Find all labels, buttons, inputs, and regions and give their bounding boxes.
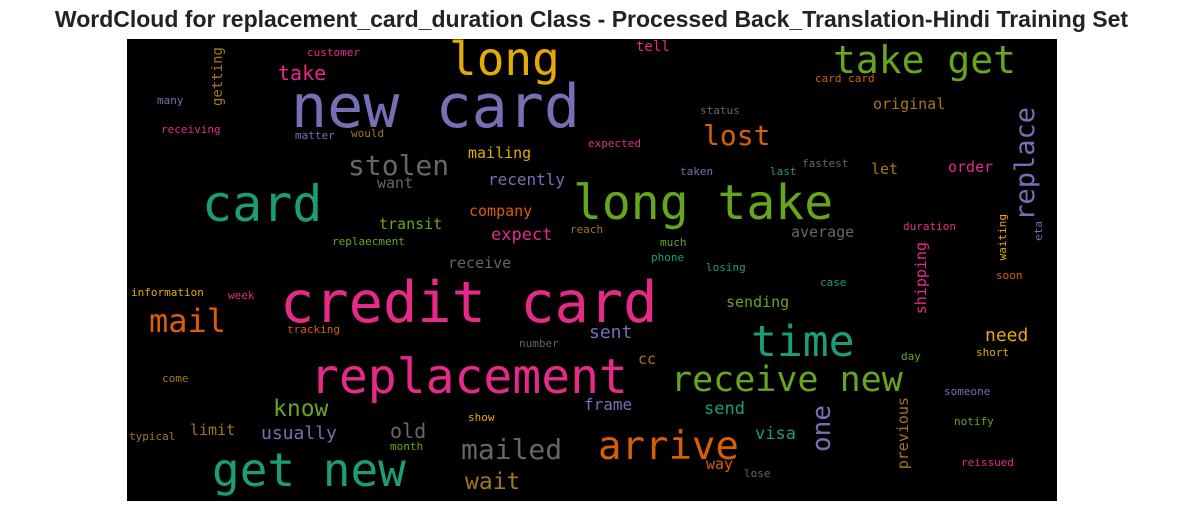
word-new-card: new card [291,72,580,142]
word-want: want [377,174,414,192]
word-replacement: replacement [310,349,628,405]
word-mailing: mailing [468,144,532,162]
word-waiting: waiting [996,214,1009,261]
word-credit-card: credit card [280,270,658,336]
word-average: average [791,223,855,241]
word-customer: customer [307,46,360,59]
word-number: number [519,337,559,350]
word-shipping: shipping [912,242,930,315]
word-getting: getting [210,47,226,107]
word-take: take [278,61,327,85]
word-matter: matter [295,129,335,142]
word-tell: tell [636,39,670,55]
word-mailed: mailed [461,433,563,466]
word-card: card [202,175,323,233]
word-need: need [985,325,1029,346]
word-losing: losing [706,261,746,274]
word-expect: expect [491,225,553,245]
word-old: old [390,419,427,443]
word-replaecment: replaecment [332,235,405,248]
word-mail: mail [149,302,227,340]
word-reissued: reissued [961,456,1014,469]
word-come: come [162,372,189,385]
word-order: order [948,158,994,176]
word-limit: limit [190,421,236,439]
word-expected: expected [588,137,641,150]
word-company: company [469,202,533,220]
word-long-take: long take [573,175,834,231]
word-last: last [770,165,797,178]
word-eta: eta [1032,221,1045,241]
word-case: case [820,276,847,289]
word-transit: transit [379,215,443,233]
word-time: time [751,317,855,367]
word-information: information [131,286,204,299]
word-usually: usually [261,423,337,444]
word-short: short [976,346,1010,359]
word-duration: duration [903,220,956,233]
word-frame: frame [584,395,633,414]
word-wait: wait [465,469,521,495]
word-receive-new: receive new [671,360,903,400]
word-receiving: receiving [161,123,221,136]
word-previous: previous [894,397,912,470]
word-many: many [157,94,184,107]
word-one: one [807,405,837,452]
word-lost: lost [703,119,771,152]
word-taken: taken [680,165,714,178]
word-lose: lose [744,467,771,480]
word-show: show [468,411,495,424]
word-original: original [873,95,946,113]
word-would: would [351,127,385,140]
word-fastest: fastest [802,157,849,170]
word-get-new: get new [212,443,406,497]
word-sending: sending [726,293,790,311]
word-recently: recently [488,170,566,189]
word-cc: cc [638,350,657,368]
word-reach: reach [570,223,604,236]
word-arrive: arrive [598,424,739,469]
word-send: send [704,399,745,419]
word-long: long [449,39,560,86]
word-visa: visa [755,424,796,444]
word-cloud: credit card new card replacement long ta… [127,39,1057,501]
word-let: let [871,160,899,178]
word-month: month [390,440,424,453]
word-typical: typical [129,430,176,443]
word-day: day [901,350,921,363]
word-phone: phone [651,251,685,264]
word-tracking: tracking [287,323,340,336]
word-replace: replace [1010,107,1041,221]
word-status: status [700,104,740,117]
word-stolen: stolen [348,149,450,182]
word-week: week [228,289,255,302]
chart-title: WordCloud for replacement_card_duration … [54,6,1129,32]
word-receive: receive [448,254,512,272]
word-much: much [660,236,687,249]
word-take-get: take get [833,39,1017,82]
word-someone: someone [944,385,991,398]
word-soon: soon [996,269,1023,282]
word-card-card: card card [815,72,875,85]
word-sent: sent [589,322,633,343]
word-way: way [706,455,734,473]
word-know: know [273,396,329,422]
word-notify: notify [954,415,994,428]
